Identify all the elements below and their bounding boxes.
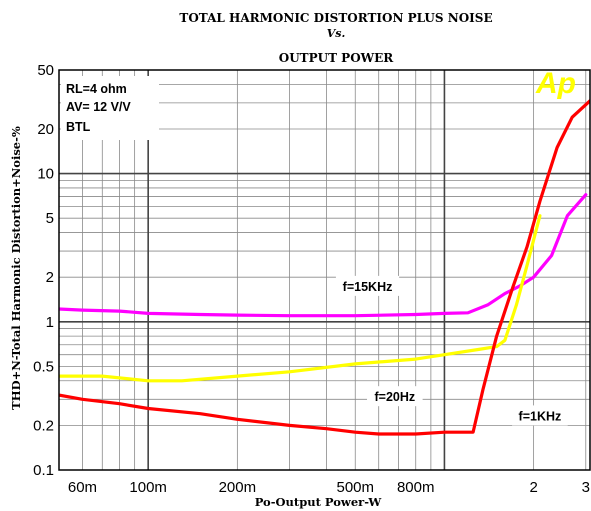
x-tick-label: 100m <box>129 479 167 496</box>
y-tick-label: 50 <box>37 62 54 79</box>
x-tick-label: 3 <box>582 479 590 496</box>
series-line-f-20hz <box>59 214 542 383</box>
series-label-box <box>367 386 423 407</box>
condition-mode: BTL <box>66 120 91 134</box>
plot-frame <box>58 69 591 471</box>
y-axis-title: THD+N-Total Harmonic Distortion+Noise-% <box>9 126 23 410</box>
x-axis-title: Po-Output Power-W <box>255 495 383 509</box>
chart-title-line-3: OUTPUT POWER <box>279 51 395 65</box>
y-tick-label: 0.2 <box>33 417 54 434</box>
condition-gain: AV= 12 V/V <box>66 100 131 114</box>
chart-title-line-2: Vs. <box>327 27 346 40</box>
y-tick-label: 10 <box>37 166 54 183</box>
series-line-f-15khz <box>59 193 588 318</box>
y-tick-label: 0.5 <box>33 358 54 375</box>
x-tick-label: 800m <box>397 479 435 496</box>
series-label-box <box>335 275 400 296</box>
y-tick-label: 2 <box>46 269 54 286</box>
series-label: f=1KHz <box>519 409 562 423</box>
series-line-f-1khz <box>59 99 590 436</box>
y-tick-label: 20 <box>37 121 54 138</box>
y-tick-label: 0.1 <box>33 462 54 479</box>
x-tick-label: 2 <box>529 479 537 496</box>
y-tick-label: 1 <box>46 314 54 331</box>
y-tick-label: 5 <box>46 210 54 227</box>
condition-load: RL=4 ohm <box>66 82 127 96</box>
chart-title-line-1: TOTAL HARMONIC DISTORTION PLUS NOISE <box>179 11 492 25</box>
x-tick-label: 500m <box>336 479 374 496</box>
series-label-box <box>512 405 568 426</box>
series-label: f=15KHz <box>343 280 393 294</box>
series-label: f=20Hz <box>374 390 415 404</box>
x-tick-label: 200m <box>219 479 257 496</box>
ap-logo: Ap <box>535 67 576 100</box>
x-tick-label: 60m <box>68 479 97 496</box>
conditions-box <box>61 76 159 140</box>
